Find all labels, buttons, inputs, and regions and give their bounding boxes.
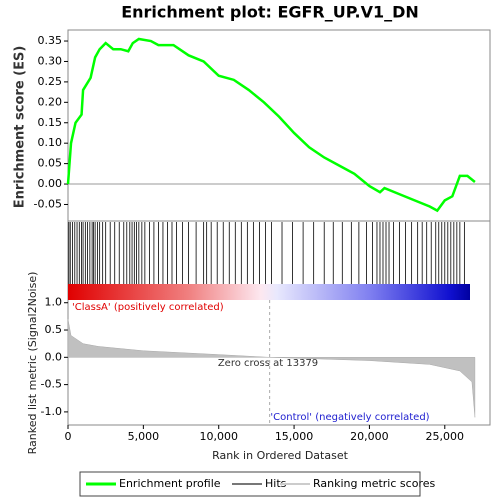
x-tick-label: 15,000 [275,430,314,443]
annotation: 'Control' (negatively correlated) [270,412,429,423]
annotation: Zero cross at 13379 [218,358,318,369]
x-tick-label: 0 [65,430,72,443]
x-tick-label: 20,000 [350,430,389,443]
y-axis-label: Ranked list metric (Signal2Noise) [26,272,39,455]
y-tick-label: 0.10 [38,136,63,149]
y-tick-label: -0.5 [41,378,62,391]
y-axis-label: Enrichment score (ES) [13,46,28,209]
es-curve [66,37,476,213]
y-tick-label: 0.30 [38,54,63,67]
y-tick-label: 0.20 [38,95,63,108]
legend-label: Hits [265,477,287,490]
y-tick-label: 0.25 [38,75,63,88]
metric-area [67,319,476,418]
y-tick-label: 0.0 [45,350,63,363]
rank-color-bar [68,284,470,300]
legend-label: Enrichment profile [119,477,221,490]
y-tick-label: -1.0 [41,405,62,418]
plot-frame [67,29,491,426]
chart-title: Enrichment plot: EGFR_UP.V1_DN [121,3,419,22]
y-tick-label: -0.05 [34,197,62,210]
y-tick-label: 1.0 [45,296,63,309]
x-axis-label: Rank in Ordered Dataset [212,449,349,462]
legend-label: Ranking metric scores [313,477,435,490]
y-tick-label: 0.35 [38,34,63,47]
x-tick-label: 5,000 [128,430,160,443]
y-tick-label: 0.00 [38,177,63,190]
x-tick-label: 25,000 [426,430,465,443]
y-tick-label: 0.15 [38,116,63,129]
y-tick-label: 0.05 [38,157,63,170]
annotation: 'ClassA' (positively correlated) [72,302,224,313]
y-tick-label: 0.5 [45,323,63,336]
x-tick-label: 10,000 [199,430,238,443]
